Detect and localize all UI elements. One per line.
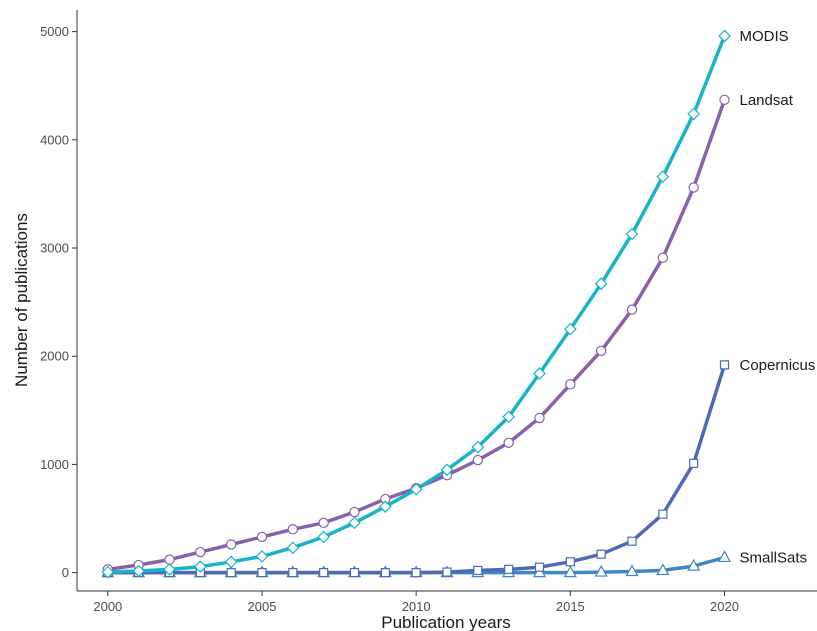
- y-axis-ticks: 0 1000 2000 3000 4000 5000: [40, 24, 77, 580]
- landsat-point: [565, 379, 576, 390]
- modis-point: [440, 463, 454, 477]
- copernicus-point: [257, 568, 267, 578]
- landsat-point: [657, 252, 669, 263]
- modis-point: [317, 530, 331, 544]
- copernicus-point: [226, 568, 236, 578]
- landsat-point: [318, 517, 329, 529]
- landsat-point: [287, 524, 299, 535]
- landsat-point: [225, 539, 237, 550]
- landsat-series-label: Landsat: [740, 92, 794, 109]
- copernicus-point: [719, 360, 730, 370]
- smallsats-point: [656, 563, 670, 576]
- copernicus-point: [349, 568, 360, 578]
- smallsats-point: [625, 564, 639, 577]
- copernicus-point: [596, 549, 606, 559]
- y-tick-label: 3000: [40, 241, 69, 256]
- modis-point: [193, 560, 207, 574]
- smallsats-point: [717, 550, 732, 563]
- copernicus-series-label: Copernicus: [740, 357, 816, 374]
- landsat-point: [349, 506, 360, 518]
- landsat-point: [503, 437, 514, 448]
- modis-point: [409, 482, 423, 496]
- landsat-point: [626, 304, 638, 315]
- y-tick-label: 1000: [40, 457, 69, 472]
- y-axis-title: Number of publications: [12, 213, 31, 387]
- chart-axes: [76, 10, 817, 592]
- y-tick-label: 2000: [40, 349, 69, 364]
- landsat-point: [595, 345, 607, 357]
- y-tick-label: 4000: [40, 132, 69, 147]
- modis-point: [286, 541, 300, 555]
- landsat-line: [106, 98, 727, 572]
- series-markers: [101, 29, 732, 579]
- modis-point: [471, 440, 485, 454]
- copernicus-point: [380, 568, 390, 578]
- modis-point: [224, 555, 238, 569]
- copernicus-point: [411, 568, 421, 578]
- landsat-point: [688, 182, 699, 193]
- x-tick-label: 2000: [93, 599, 122, 614]
- copernicus-point: [658, 509, 668, 519]
- modis-point: [656, 170, 670, 183]
- modis-point: [348, 516, 361, 530]
- landsat-point: [164, 554, 175, 565]
- series-labels: SmallSats Copernicus Landsat MODIS: [740, 28, 816, 566]
- smallsats-point: [594, 564, 608, 577]
- smallsats-point: [563, 565, 577, 578]
- copernicus-point: [504, 564, 514, 574]
- y-tick-label: 5000: [40, 24, 69, 39]
- copernicus-point: [288, 568, 298, 578]
- copernicus-point: [473, 565, 483, 576]
- modis-point: [625, 227, 639, 241]
- copernicus-point: [442, 567, 452, 577]
- copernicus-point: [689, 458, 699, 468]
- copernicus-point: [627, 536, 637, 546]
- modis-point: [563, 322, 577, 336]
- modis-series-label: MODIS: [740, 28, 789, 45]
- modis-point: [378, 500, 392, 513]
- modis-point: [533, 367, 546, 380]
- x-tick-label: 2015: [556, 599, 585, 614]
- modis-point: [718, 29, 731, 43]
- modis-point: [502, 410, 516, 424]
- x-axis-ticks: 2000 2005 2010 2015 2020: [93, 591, 739, 614]
- landsat-point: [534, 412, 545, 424]
- x-tick-label: 2005: [248, 599, 277, 614]
- x-tick-label: 2010: [402, 599, 431, 614]
- y-tick-label: 0: [62, 565, 69, 580]
- modis-point: [594, 277, 608, 291]
- modis-point: [101, 565, 115, 579]
- copernicus-point: [534, 562, 545, 572]
- landsat-point: [195, 546, 206, 558]
- smallsats-point: [687, 558, 701, 571]
- modis-point: [687, 107, 701, 121]
- landsat-point: [719, 94, 730, 106]
- modis-point: [255, 550, 269, 563]
- modis-point: [132, 564, 146, 578]
- x-tick-label: 2020: [710, 599, 739, 614]
- landsat-point: [472, 454, 484, 466]
- modis-point: [163, 563, 176, 576]
- x-axis-title: Publication years: [381, 613, 510, 631]
- copernicus-point: [565, 557, 575, 567]
- landsat-point: [256, 531, 268, 543]
- smallsats-series-label: SmallSats: [740, 549, 808, 566]
- copernicus-point: [319, 568, 329, 578]
